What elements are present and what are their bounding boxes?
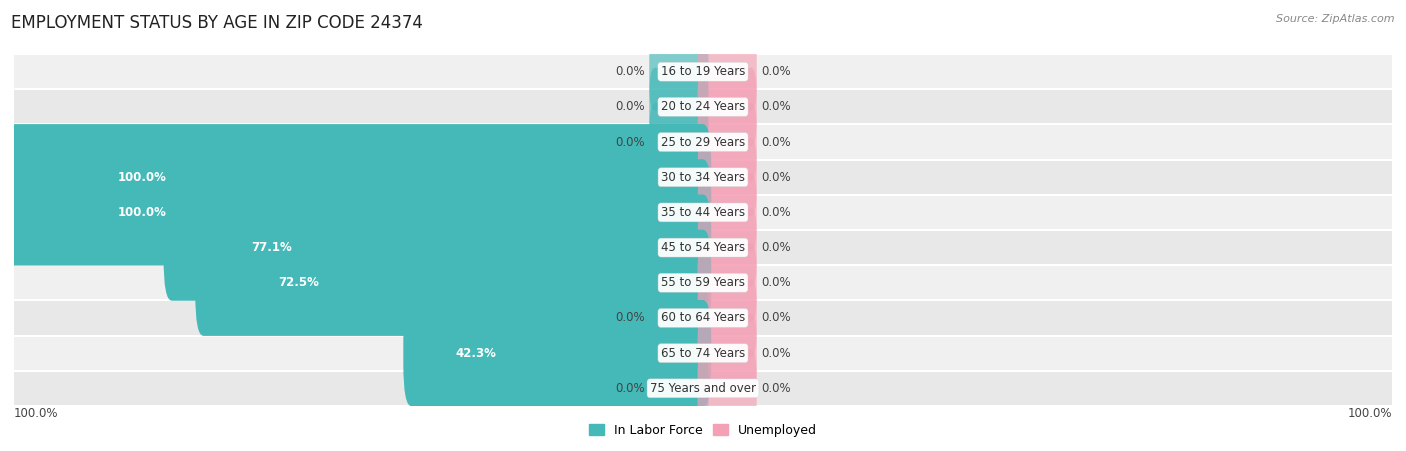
Text: 25 to 29 Years: 25 to 29 Years (661, 136, 745, 148)
FancyBboxPatch shape (697, 68, 756, 146)
FancyBboxPatch shape (697, 349, 756, 428)
Bar (14, 124, 1392, 160)
FancyBboxPatch shape (163, 194, 711, 301)
Text: 0.0%: 0.0% (762, 101, 792, 113)
Text: 0.0%: 0.0% (614, 101, 644, 113)
Bar (14, 89, 1392, 124)
Text: 0.0%: 0.0% (614, 312, 644, 324)
Text: 77.1%: 77.1% (252, 241, 292, 254)
Text: 0.0%: 0.0% (762, 136, 792, 148)
Text: 45 to 54 Years: 45 to 54 Years (661, 241, 745, 254)
FancyBboxPatch shape (697, 103, 756, 181)
FancyBboxPatch shape (697, 138, 756, 216)
FancyBboxPatch shape (404, 300, 711, 406)
Text: Source: ZipAtlas.com: Source: ZipAtlas.com (1277, 14, 1395, 23)
Text: 100.0%: 100.0% (117, 171, 166, 184)
Bar (14, 336, 1392, 371)
Text: 0.0%: 0.0% (614, 136, 644, 148)
Bar (14, 54, 1392, 89)
Text: 0.0%: 0.0% (762, 347, 792, 359)
Text: 0.0%: 0.0% (762, 65, 792, 78)
Text: 0.0%: 0.0% (614, 65, 644, 78)
FancyBboxPatch shape (6, 159, 711, 266)
FancyBboxPatch shape (650, 279, 709, 357)
FancyBboxPatch shape (697, 314, 756, 392)
Text: 30 to 34 Years: 30 to 34 Years (661, 171, 745, 184)
FancyBboxPatch shape (650, 32, 709, 111)
FancyBboxPatch shape (195, 230, 711, 336)
FancyBboxPatch shape (697, 32, 756, 111)
Text: 72.5%: 72.5% (278, 276, 319, 289)
Text: 20 to 24 Years: 20 to 24 Years (661, 101, 745, 113)
Text: EMPLOYMENT STATUS BY AGE IN ZIP CODE 24374: EMPLOYMENT STATUS BY AGE IN ZIP CODE 243… (11, 14, 423, 32)
FancyBboxPatch shape (697, 173, 756, 252)
Text: 100.0%: 100.0% (117, 206, 166, 219)
Text: 0.0%: 0.0% (762, 312, 792, 324)
Text: 55 to 59 Years: 55 to 59 Years (661, 276, 745, 289)
Bar (14, 300, 1392, 336)
Text: 0.0%: 0.0% (614, 382, 644, 395)
Bar (14, 160, 1392, 195)
Text: 16 to 19 Years: 16 to 19 Years (661, 65, 745, 78)
Text: 75 Years and over: 75 Years and over (650, 382, 756, 395)
FancyBboxPatch shape (650, 349, 709, 428)
Text: 0.0%: 0.0% (762, 171, 792, 184)
Bar (14, 195, 1392, 230)
Text: 60 to 64 Years: 60 to 64 Years (661, 312, 745, 324)
Text: 0.0%: 0.0% (762, 276, 792, 289)
FancyBboxPatch shape (697, 244, 756, 322)
FancyBboxPatch shape (650, 103, 709, 181)
Text: 100.0%: 100.0% (14, 407, 59, 419)
Text: 0.0%: 0.0% (762, 241, 792, 254)
Legend: In Labor Force, Unemployed: In Labor Force, Unemployed (583, 419, 823, 442)
FancyBboxPatch shape (697, 208, 756, 287)
FancyBboxPatch shape (650, 68, 709, 146)
Bar (14, 230, 1392, 265)
Text: 100.0%: 100.0% (1347, 407, 1392, 419)
Text: 0.0%: 0.0% (762, 206, 792, 219)
Text: 65 to 74 Years: 65 to 74 Years (661, 347, 745, 359)
FancyBboxPatch shape (697, 279, 756, 357)
Bar (14, 265, 1392, 300)
Text: 42.3%: 42.3% (456, 347, 496, 359)
Text: 0.0%: 0.0% (762, 382, 792, 395)
Bar (14, 371, 1392, 406)
Text: 35 to 44 Years: 35 to 44 Years (661, 206, 745, 219)
FancyBboxPatch shape (6, 124, 711, 230)
